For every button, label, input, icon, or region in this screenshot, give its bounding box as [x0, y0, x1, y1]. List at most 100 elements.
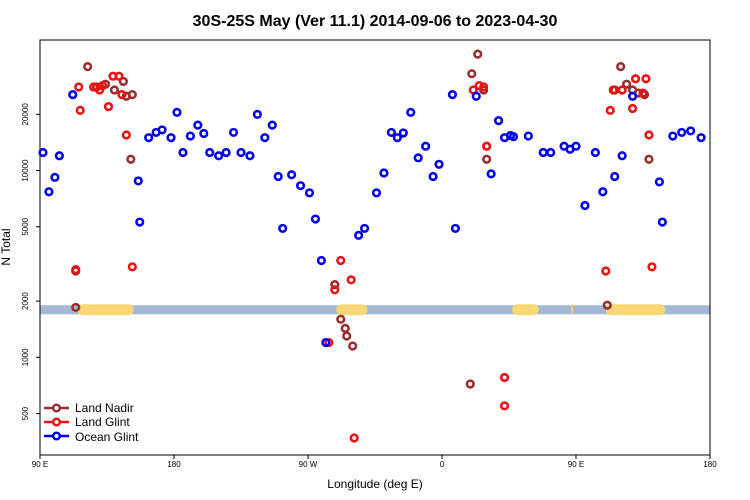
- data-point: [482, 141, 492, 151]
- data-point: [193, 120, 203, 130]
- data-point: [205, 147, 215, 158]
- data-point: [50, 172, 60, 182]
- data-point: [523, 131, 533, 141]
- data-point: [44, 187, 54, 197]
- data-point: [172, 107, 182, 117]
- data-point: [601, 266, 611, 276]
- data-point: [413, 153, 423, 163]
- x-tick-label: 90 W: [299, 460, 318, 469]
- legend-label-ocean-glint: Ocean Glint: [75, 430, 139, 444]
- y-tick-label: 20000: [21, 103, 30, 126]
- series-land-nadir: [71, 49, 654, 389]
- data-point: [295, 181, 306, 191]
- data-point: [114, 71, 124, 81]
- data-point: [616, 62, 626, 72]
- data-point: [392, 133, 402, 143]
- x-tick-label: 180: [167, 460, 181, 469]
- y-tick-label: 2000: [21, 292, 30, 310]
- data-point: [117, 90, 127, 100]
- data-point: [617, 151, 627, 161]
- data-point: [236, 147, 246, 158]
- land-band-segment: [77, 304, 134, 316]
- data-point: [508, 131, 519, 142]
- data-point: [467, 69, 477, 79]
- data-point: [627, 103, 638, 114]
- data-point: [617, 85, 627, 95]
- legend-item-land-nadir: Land Nadir: [44, 401, 134, 415]
- legend-label-land-nadir: Land Nadir: [75, 401, 134, 415]
- data-point: [471, 91, 481, 101]
- data-point: [340, 323, 350, 333]
- data-point: [310, 214, 321, 224]
- data-point: [118, 76, 128, 87]
- data-point: [465, 379, 475, 389]
- data-point: [630, 74, 641, 84]
- data-point: [499, 372, 510, 383]
- data-point: [273, 171, 283, 182]
- x-axis-ticks: 90 E 180 90 W 0 90 E 180: [32, 455, 717, 469]
- data-point: [54, 151, 64, 161]
- data-points: [38, 49, 706, 443]
- legend: Land Nadir Land Glint Ocean Glint: [44, 401, 139, 444]
- data-point: [602, 300, 612, 310]
- data-band: [40, 304, 710, 316]
- data-point: [121, 130, 131, 140]
- data-point: [398, 128, 408, 138]
- data-point: [178, 147, 188, 158]
- x-tick-label: 0: [440, 460, 445, 469]
- data-point: [336, 314, 346, 324]
- ocean-band: [40, 305, 710, 315]
- data-point: [221, 147, 231, 158]
- land-band-segment: [511, 304, 539, 316]
- data-point: [627, 91, 638, 101]
- land-band-segment: [605, 304, 666, 316]
- data-point: [371, 188, 382, 198]
- data-point: [74, 82, 84, 92]
- data-point: [605, 105, 615, 115]
- data-point: [647, 262, 657, 272]
- data-point: [109, 85, 120, 95]
- x-tick-label: 90 E: [568, 460, 584, 469]
- data-point: [644, 154, 654, 164]
- legend-item-ocean-glint: Ocean Glint: [44, 430, 139, 444]
- x-tick-label: 90 E: [32, 460, 48, 469]
- data-point: [68, 90, 78, 100]
- data-point: [657, 217, 667, 227]
- data-point: [97, 80, 108, 91]
- data-point: [75, 105, 85, 115]
- data-point: [482, 154, 492, 164]
- data-point: [157, 125, 167, 135]
- data-point: [321, 337, 331, 348]
- data-point: [103, 101, 114, 112]
- data-point: [135, 217, 145, 227]
- data-point: [608, 85, 618, 95]
- land-band-segment: [571, 304, 574, 316]
- data-point: [447, 90, 458, 100]
- series-ocean-glint: [38, 90, 706, 348]
- data-point: [71, 302, 81, 313]
- data-point: [83, 62, 93, 72]
- data-point: [474, 80, 484, 91]
- data-point: [144, 133, 154, 143]
- y-tick-label: 10000: [21, 159, 30, 182]
- data-point: [622, 79, 632, 89]
- data-point: [348, 341, 358, 351]
- data-point: [133, 176, 143, 186]
- data-point: [336, 255, 346, 266]
- data-point: [638, 88, 648, 98]
- data-point: [434, 159, 444, 169]
- legend-item-land-glint: Land Glint: [44, 415, 130, 429]
- land-band-segment: [336, 304, 368, 316]
- data-point: [571, 141, 581, 151]
- data-point: [199, 128, 209, 139]
- data-point: [71, 264, 81, 275]
- data-point: [245, 151, 255, 161]
- data-point: [546, 147, 556, 158]
- data-point: [287, 170, 297, 180]
- data-point: [641, 74, 651, 84]
- data-point: [127, 90, 137, 100]
- data-point: [316, 255, 327, 266]
- data-point: [38, 147, 48, 158]
- data-point: [486, 169, 496, 179]
